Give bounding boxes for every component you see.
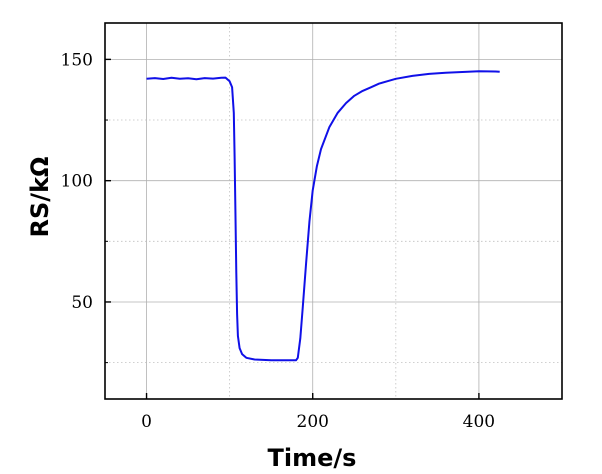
y-axis-title: RS/kΩ <box>26 157 54 238</box>
y-tick-label: 50 <box>71 293 93 313</box>
x-tick-label: 200 <box>297 412 329 432</box>
plot-frame <box>104 22 563 400</box>
grid <box>105 23 562 399</box>
x-axis-title: Time/s <box>268 444 357 472</box>
series-line-0 <box>146 70 500 362</box>
y-tick-label: 100 <box>61 172 93 192</box>
series-layer <box>146 70 500 362</box>
y-tick-label: 150 <box>61 50 93 70</box>
ticks: 0 200 400 50 100 150 <box>61 50 496 432</box>
x-tick-label: 400 <box>463 412 495 432</box>
x-tick-label: 0 <box>141 412 152 432</box>
